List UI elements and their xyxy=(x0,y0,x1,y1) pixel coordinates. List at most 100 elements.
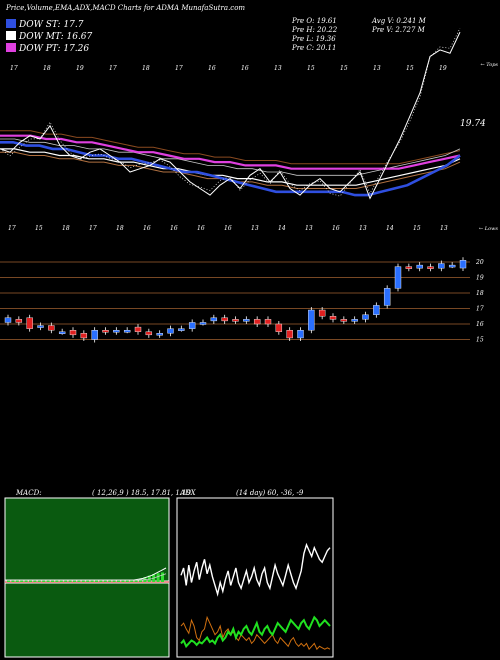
legend-dow-st: DOW ST: 17.7 xyxy=(6,19,84,31)
macd-histogram-bar xyxy=(156,573,160,582)
bottom-label: 17 xyxy=(89,225,97,232)
bottom-label: 16 xyxy=(170,225,178,232)
tops-label: ← Tops xyxy=(480,62,498,68)
candle-down xyxy=(318,309,326,317)
stat-low-label: Pre L: xyxy=(292,35,314,43)
top-label: 18 xyxy=(142,65,150,72)
candle-down xyxy=(427,266,434,269)
price-tick-label: 17 xyxy=(476,306,484,313)
macd-histogram-bar xyxy=(117,580,120,582)
ema-long-line xyxy=(0,134,461,170)
candle-up xyxy=(188,322,196,329)
price-tick-label: 18 xyxy=(476,290,484,297)
top-label: 15 xyxy=(307,65,315,72)
top-label: 13 xyxy=(373,65,381,72)
macd-histogram-bar xyxy=(121,580,125,582)
candle-down xyxy=(15,319,23,323)
adx-params: (14 day) 60, -36, -9 xyxy=(236,489,304,497)
candle-down xyxy=(221,317,228,322)
macd-histogram-bar xyxy=(46,580,50,582)
macd-histogram-bar xyxy=(73,580,76,582)
plus-di-line xyxy=(180,615,331,649)
ema-band-line xyxy=(0,130,461,165)
candle-up xyxy=(438,263,445,269)
macd-signal-line xyxy=(5,573,167,581)
stat-open: Pre O: 19.61 xyxy=(292,17,337,26)
adx-line xyxy=(180,542,331,597)
bottom-label: 15 xyxy=(35,225,43,232)
macd-histogram-bar xyxy=(20,580,24,582)
candle-up xyxy=(362,314,369,320)
macd-histogram-bar xyxy=(130,580,134,582)
bottom-label: 16 xyxy=(197,225,205,232)
top-label: 16 xyxy=(241,65,249,72)
macd-params: ( 12,26,9 ) 18.5, 17.81, 1.19 xyxy=(92,489,191,497)
candle-down xyxy=(69,330,77,336)
top-label: 17 xyxy=(109,65,117,72)
stat-high-label: Pre H: xyxy=(292,26,315,34)
top-label: 15 xyxy=(340,65,348,72)
macd-histogram-bar xyxy=(86,580,90,582)
legend-swatch-mt xyxy=(6,31,16,40)
legend-dow-pt: DOW PT: 17.26 xyxy=(6,43,89,55)
macd-histogram-bar xyxy=(11,580,15,582)
candle-up xyxy=(416,264,423,269)
candle-down xyxy=(405,266,413,269)
pre-volume: Pre V: 2.727 M xyxy=(372,26,425,34)
candle-down xyxy=(340,319,348,322)
top-label: 13 xyxy=(274,65,282,72)
macd-panel xyxy=(4,497,170,658)
candle-up xyxy=(373,305,380,315)
candle-up xyxy=(178,328,185,331)
macd-histogram-bar xyxy=(134,579,138,582)
macd-histogram-bar xyxy=(68,580,72,582)
candle-down xyxy=(286,330,293,339)
candle-up xyxy=(91,330,98,340)
legend-dow-mt: DOW MT: 16.67 xyxy=(6,31,92,43)
candle-up xyxy=(37,325,44,328)
top-label: 15 xyxy=(406,65,414,72)
legend-swatch-pt xyxy=(6,43,16,52)
candle-up xyxy=(459,260,467,269)
price-tick-label: 19 xyxy=(476,275,484,282)
candle-up xyxy=(210,317,218,322)
price-tick-label: 20 xyxy=(475,259,484,266)
candle-down xyxy=(264,319,272,325)
macd-histogram-bar xyxy=(55,580,59,582)
macd-histogram-bar xyxy=(99,580,103,582)
bottom-label: 16 xyxy=(224,225,232,232)
stat-close: Pre C: 20.11 xyxy=(292,44,336,53)
macd-histogram-bar xyxy=(37,580,41,582)
candle-down xyxy=(80,333,88,339)
bottom-label: 13 xyxy=(305,225,313,232)
chart-title: Price,Volume,EMA,ADX,MACD Charts for ADM… xyxy=(6,4,246,12)
candle-up xyxy=(394,266,402,289)
legend-label-st: DOW ST: 17.7 xyxy=(19,20,84,30)
candle-down xyxy=(26,317,33,329)
candle-up xyxy=(4,317,12,323)
top-label: 17 xyxy=(10,65,18,72)
macd-histogram-bar xyxy=(103,580,107,582)
bottom-label: 16 xyxy=(332,225,340,232)
avg-volume: Avg V: 0.241 M xyxy=(372,17,426,25)
bottom-label: 15 xyxy=(413,225,421,232)
stat-open-value: 19.61 xyxy=(316,17,337,25)
candle-up xyxy=(199,322,207,325)
stat-close-label: Pre C: xyxy=(292,44,315,52)
bottom-label: 13 xyxy=(440,225,448,232)
macd-histogram-bar xyxy=(95,580,98,582)
macd-histogram-bar xyxy=(112,580,116,582)
candle-down xyxy=(275,323,283,332)
bottom-label: 13 xyxy=(251,225,259,232)
macd-histogram-bar xyxy=(90,580,94,582)
macd-histogram-bar xyxy=(108,580,112,582)
lows-label: ← Lows xyxy=(479,226,498,232)
ema-short-line xyxy=(0,141,461,197)
macd-histogram-bar xyxy=(64,580,68,582)
candle-up xyxy=(297,330,304,339)
bottom-label: 17 xyxy=(8,225,16,232)
top-label: 19 xyxy=(439,65,447,72)
candle-up xyxy=(58,331,66,334)
